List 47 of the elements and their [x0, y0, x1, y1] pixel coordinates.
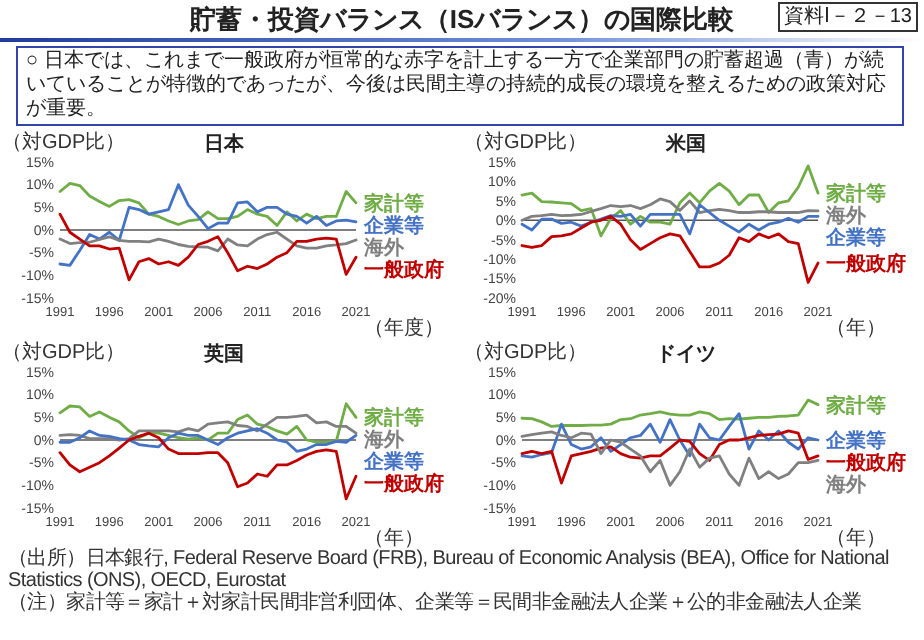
series-label: 家計等: [362, 191, 424, 216]
y-axis-title: （対GDP比）: [464, 340, 588, 364]
line-series: [520, 398, 820, 428]
series-label: 一般政府: [364, 257, 444, 282]
line-series: [520, 197, 820, 222]
series-label: 企業等: [362, 213, 424, 238]
series-label: 一般政府: [826, 451, 906, 475]
chart-title: 日本: [204, 132, 246, 156]
series-label: 一般政府: [364, 472, 444, 497]
series-label: 海外: [362, 428, 406, 453]
series-label: 家計等: [824, 393, 886, 418]
series-label: 家計等: [362, 406, 424, 431]
series-label: 海外: [362, 235, 406, 260]
line-series: [520, 412, 820, 459]
chart-title: 英国: [202, 342, 244, 366]
series-label: 一般政府: [826, 252, 906, 277]
series-label: 家計等: [824, 182, 886, 207]
line-series: [520, 203, 820, 236]
y-axis-title: （対GDP比）: [2, 340, 126, 364]
text: （注）家計等＝家計＋対家計民間非営利団体、企業等＝民間非金融法人企業＋公的非金融法人企業: [6, 592, 864, 614]
line-series: [520, 164, 820, 238]
chart-title: 米国: [664, 132, 706, 156]
series-label: 企業等: [824, 226, 886, 251]
series-label: 企業等: [824, 429, 886, 453]
y-axis-title: （対GDP比）: [464, 130, 588, 154]
text: 資料Ⅰ－２－13: [777, 2, 918, 32]
series-label: 海外: [824, 473, 868, 497]
line-series: [58, 183, 358, 267]
line-series: [58, 427, 358, 453]
line-series: [58, 230, 358, 253]
series-label: 企業等: [362, 450, 424, 475]
line-series: [58, 181, 358, 227]
text: 貯蓄・投資バランス（ISバランス）の国際比較: [189, 4, 735, 34]
x-axis-title: （年）: [826, 526, 886, 550]
x-axis-title: （年）: [364, 526, 424, 550]
x-axis-title: （年）: [826, 316, 886, 340]
series-label: 海外: [824, 204, 868, 229]
line-series: [58, 212, 358, 282]
chart-title: ドイツ: [656, 344, 716, 366]
line-series: [58, 402, 358, 444]
text: （出所）日本銀行, Federal Reserve Board (FRB), Bureau of Economic Analysis (BEA), Office for National Statistics (ONS), OECD, Eurostat: [6, 548, 891, 592]
y-axis-title: （対GDP比）: [2, 130, 126, 154]
line-series: [58, 413, 358, 442]
line-series: [520, 215, 820, 284]
line-series: [58, 431, 358, 501]
x-axis-title: （年度）: [364, 316, 444, 340]
text: ○ 日本では、これまで一般政府が恒常的な赤字を計上する一方で企業部門の貯蓄超過（青）が続いていることが特徴的であったが、今後は民間主導の持続的成長の環境を整えるための政策対応が重要。: [16, 46, 904, 126]
